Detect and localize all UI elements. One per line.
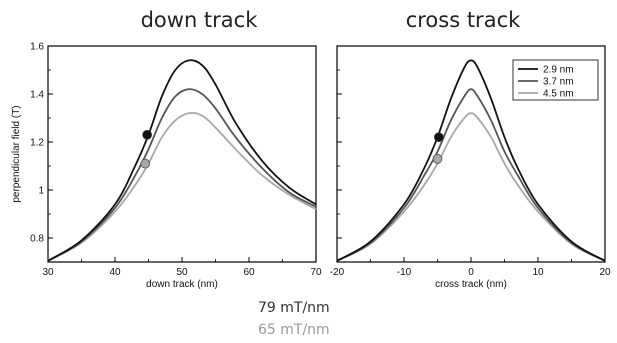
legend-label-3-7-nm: 3.7 nm	[543, 77, 574, 88]
x-tick-label-down-track: 70	[310, 267, 322, 278]
x-tick-label-cross-track: -20	[330, 267, 345, 278]
series-group-down-track	[47, 59, 317, 262]
x-tick-label-down-track: 30	[42, 267, 54, 278]
gradient-marker-cross-track-0	[434, 132, 444, 142]
series-line-3-7-nm-cross-track	[336, 88, 606, 262]
tick-group-cross-track: -20 -10 0 10 20	[330, 45, 611, 278]
panel-title-down-track: down track	[141, 8, 259, 32]
y-tick-label: 0.8	[30, 234, 44, 245]
gradient-annotation-dark: 79 mT/nm	[258, 300, 330, 316]
y-tick-label: 1.2	[30, 138, 44, 149]
legend-label-2-9-nm: 2.9 nm	[543, 65, 574, 76]
y-axis-label: perpendicular field (T)	[11, 105, 22, 202]
x-tick-label-cross-track: 0	[468, 267, 474, 278]
x-tick-label-down-track: 40	[109, 267, 121, 278]
series-line-3-7-nm-down-track	[47, 88, 317, 262]
plot-frame-down-track	[47, 45, 317, 263]
y-tick-label: 1.6	[30, 42, 44, 53]
x-tick-label-cross-track: 10	[532, 267, 544, 278]
series-line-2-9-nm-cross-track	[336, 59, 606, 262]
tick-group-down-track: 30 40 50 60 70 0.8 1 1.2 1.4 1.6	[30, 42, 322, 279]
y-tick-label: 1	[38, 186, 44, 197]
x-axis-label-cross-track: cross track (nm)	[435, 279, 507, 290]
gradient-marker-cross-track-1	[432, 154, 443, 164]
legend-label-4-5-nm: 4.5 nm	[543, 89, 574, 100]
series-line-2-9-nm-down-track	[47, 59, 317, 262]
gradient-marker-down-track-1	[140, 158, 150, 169]
x-tick-label-cross-track: -10	[397, 267, 412, 278]
x-tick-label-down-track: 50	[176, 267, 188, 278]
panel-title-cross-track: cross track	[406, 8, 521, 32]
gradient-annotation-light: 65 mT/nm	[258, 322, 330, 338]
x-axis-label-down-track: down track (nm)	[146, 279, 218, 290]
gradient-marker-down-track-0	[142, 130, 152, 140]
y-tick-label: 1.4	[30, 90, 44, 101]
x-tick-label-cross-track: 20	[599, 267, 611, 278]
x-tick-label-down-track: 60	[243, 267, 255, 278]
series-line-4-5-nm-down-track	[47, 112, 317, 262]
legend: 2.9 nm3.7 nm4.5 nm	[518, 65, 574, 100]
series-group-cross-track	[336, 59, 606, 262]
series-line-4-5-nm-cross-track	[336, 112, 606, 262]
